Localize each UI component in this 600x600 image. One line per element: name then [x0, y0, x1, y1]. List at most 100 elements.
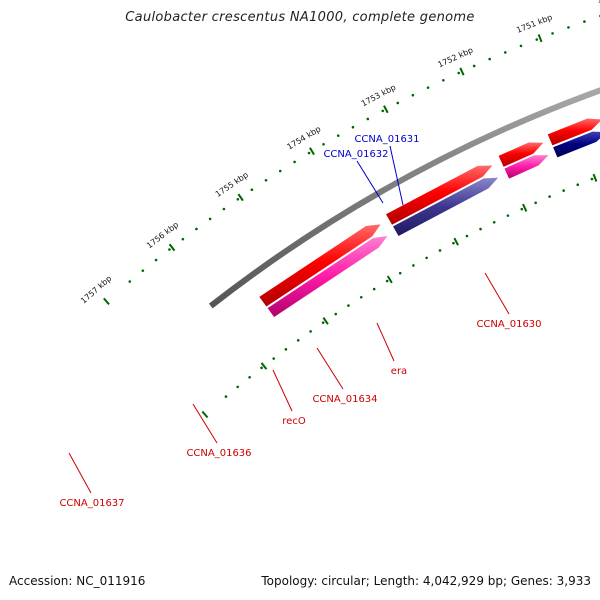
scale-dot	[452, 241, 455, 245]
leader-line	[484, 272, 510, 315]
scale-dot	[260, 366, 263, 370]
scale-dot	[576, 183, 580, 187]
inner-scale-ruler	[201, 173, 598, 419]
gene-label[interactable]: CCNA_01631	[354, 134, 419, 145]
scale-tick	[322, 317, 329, 325]
scale-dot	[278, 169, 282, 173]
scale-dot	[272, 357, 275, 360]
gene-arrow-ccna-01634-red[interactable]	[547, 118, 600, 146]
scale-dot	[222, 207, 226, 211]
scale-tick	[201, 410, 209, 419]
scale-dot	[438, 249, 442, 252]
gene-label[interactable]: CCNA_01630	[476, 319, 541, 330]
scale-dot	[293, 160, 296, 164]
leader-line	[68, 452, 92, 494]
scale-dot	[351, 125, 355, 129]
scale-label: 1750 kbp	[596, 0, 600, 5]
gene-arrow-ccna-01634-category[interactable]	[553, 131, 600, 158]
scale-dot	[488, 57, 491, 61]
scale-dot	[141, 269, 145, 272]
scale-dot	[479, 227, 482, 231]
scale-dot	[411, 93, 415, 97]
scale-dot	[366, 117, 370, 121]
gene-label[interactable]: CCNA_01634	[312, 394, 377, 405]
leader-line	[316, 347, 344, 390]
scale-dot	[347, 304, 350, 307]
scale-dot	[465, 234, 469, 238]
scale-dot	[128, 280, 132, 283]
scale-tick	[309, 147, 315, 156]
scale-tick	[453, 237, 459, 246]
scale-dot	[381, 109, 385, 113]
scale-dot	[562, 189, 565, 192]
scale-dot	[284, 348, 288, 351]
gene-label[interactable]: recO	[282, 416, 306, 427]
scale-dot	[236, 385, 240, 389]
scale-dot	[372, 287, 376, 291]
genome-backbone	[208, 87, 600, 309]
scale-dot	[504, 51, 507, 54]
scale-label: 1752 kbp	[436, 45, 474, 69]
scale-tick	[522, 203, 528, 212]
scale-tick	[386, 275, 393, 284]
scale-dot	[168, 248, 171, 251]
leader-line	[389, 145, 404, 206]
scale-label: 1754 kbp	[285, 124, 322, 151]
gene-arrow-ccna-01637-red[interactable]	[259, 224, 381, 307]
gene-arrow-ccna-01637-category[interactable]	[267, 236, 388, 318]
scale-tick	[103, 297, 110, 306]
gene-arrow-reco-category[interactable]	[504, 155, 549, 179]
scale-dot	[321, 321, 325, 324]
scale-dot	[359, 295, 363, 299]
scale-dot	[506, 214, 510, 217]
scale-dot	[181, 237, 185, 241]
leader-line	[356, 160, 384, 204]
leader-line	[376, 322, 395, 362]
scale-dot	[472, 64, 476, 68]
scale-tick	[383, 105, 389, 114]
scale-dot	[492, 220, 496, 224]
scale-dot	[309, 330, 312, 333]
scale-tick	[260, 362, 268, 370]
gene-label[interactable]: era	[391, 366, 407, 377]
backbone-arc	[208, 87, 600, 309]
accession-text: Accession: NC_011916	[9, 574, 146, 588]
scale-dot	[519, 44, 523, 48]
scale-tick	[237, 193, 244, 202]
leader-line	[272, 369, 293, 412]
scale-dot	[426, 86, 430, 89]
scale-dot	[208, 217, 212, 221]
gene-arrow-reco-red[interactable]	[498, 142, 544, 167]
scale-dot	[336, 134, 340, 137]
scale-label: 1755 kbp	[214, 170, 250, 199]
scale-tick	[537, 34, 543, 43]
scale-dot	[412, 264, 415, 267]
scale-dot	[334, 312, 338, 316]
scale-tick	[459, 67, 465, 76]
scale-label: 1751 kbp	[515, 13, 553, 35]
scale-dot	[248, 375, 251, 379]
scale-dot	[250, 188, 254, 191]
gene-arrow-ccna-01636-category[interactable]	[393, 177, 499, 236]
scale-dot	[590, 177, 594, 181]
scale-dot	[548, 195, 551, 198]
genome-summary-text: Topology: circular; Length: 4,042,929 bp…	[261, 574, 591, 588]
leader-line	[192, 403, 218, 444]
scale-label: 1756 kbp	[145, 220, 180, 250]
gene-label[interactable]: CCNA_01632	[323, 149, 388, 160]
gene-label[interactable]: CCNA_01637	[59, 498, 124, 509]
scale-dot	[534, 201, 537, 205]
gene-arrow-ccna-01636-red[interactable]	[386, 165, 493, 225]
scale-dot	[385, 279, 389, 283]
scale-dot	[425, 256, 428, 260]
scale-dot	[583, 20, 586, 23]
scale-dot	[535, 38, 539, 41]
gene-label[interactable]: CCNA_01636	[186, 448, 251, 459]
scale-dot	[442, 78, 445, 82]
scale-label: 1757 kbp	[79, 274, 113, 306]
scale-dot	[322, 142, 325, 146]
scale-dot	[396, 101, 400, 105]
scale-dot	[398, 271, 402, 275]
